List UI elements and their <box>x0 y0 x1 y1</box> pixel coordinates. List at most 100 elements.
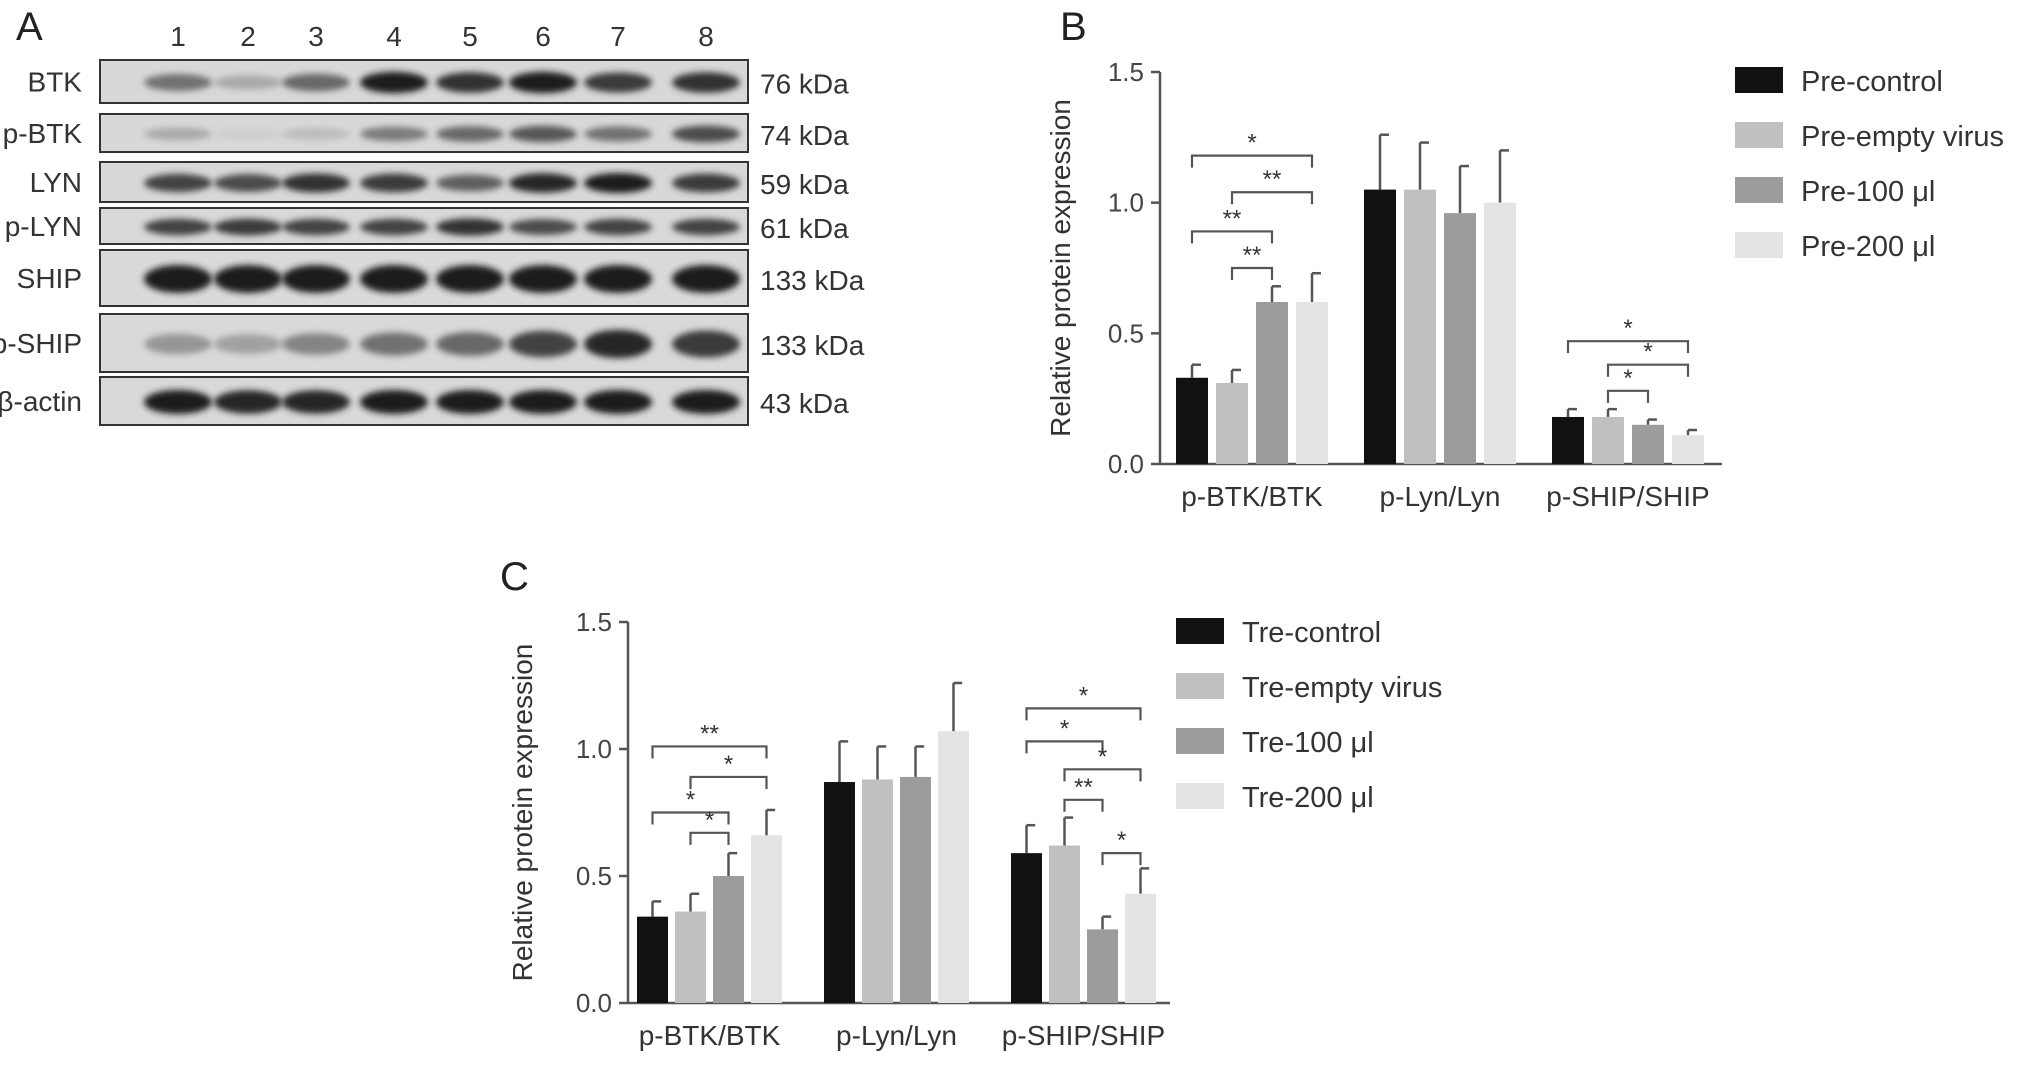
significance-bracket <box>651 811 730 825</box>
lane-number: 8 <box>698 21 714 52</box>
blot-band <box>214 128 282 140</box>
blot-band <box>436 72 504 93</box>
significance-bracket <box>689 775 768 789</box>
significance-label: * <box>1098 743 1107 770</box>
y-tick-label: 0.5 <box>1108 318 1144 348</box>
blot-band <box>584 126 652 142</box>
y-tick-label: 1.0 <box>576 734 612 764</box>
blot-band <box>672 125 740 143</box>
bar <box>1049 845 1080 1003</box>
legend-swatch <box>1735 122 1783 148</box>
blot-band <box>509 125 577 143</box>
significance-bracket <box>1230 191 1314 205</box>
blot-band <box>436 218 504 236</box>
legend-label: Tre-200 μl <box>1242 782 1374 814</box>
bar <box>675 911 706 1003</box>
legend-label: Tre-100 μl <box>1242 727 1374 759</box>
blot-protein-label: BTK <box>28 67 83 98</box>
bar <box>1011 853 1042 1003</box>
legend-swatch <box>1176 673 1224 699</box>
blot-band <box>214 265 282 293</box>
blot-kda-label: 59 kDa <box>760 169 849 200</box>
blot-band <box>282 265 350 293</box>
y-tick-label: 1.5 <box>1108 57 1144 87</box>
blot-band <box>584 390 652 414</box>
bar <box>1176 377 1208 464</box>
blot-row: p-BTK 74 kDa <box>3 113 849 153</box>
bar <box>1672 435 1704 464</box>
significance-bracket <box>689 831 730 845</box>
blot-band <box>282 390 350 414</box>
significance-label: * <box>686 787 695 814</box>
blot-band <box>360 71 428 94</box>
significance-label: * <box>705 807 714 834</box>
significance-bracket <box>1190 230 1274 244</box>
significance-bracket <box>1190 154 1314 168</box>
blot-band <box>672 173 740 193</box>
blot-band <box>584 329 652 359</box>
bar <box>1444 213 1476 464</box>
blot-band <box>360 173 428 193</box>
legend-swatch <box>1735 177 1783 203</box>
significance-bracket <box>1025 707 1142 721</box>
bar <box>1592 416 1624 464</box>
blot-band <box>282 218 350 236</box>
blot-band <box>584 173 652 193</box>
y-tick-label: 0.0 <box>576 988 612 1018</box>
significance-bracket <box>1063 768 1142 782</box>
legend-swatch <box>1176 783 1224 809</box>
blot-band <box>584 265 652 293</box>
blot-band <box>214 218 282 236</box>
legend-label: Pre-empty virus <box>1801 121 2004 153</box>
significance-label: * <box>1079 682 1088 709</box>
blot-band <box>672 390 740 414</box>
lane-number: 1 <box>170 21 186 52</box>
blot-band <box>436 174 504 192</box>
blot-row: SHIP 133 kDa <box>17 249 865 307</box>
bar <box>824 782 855 1003</box>
blot-band <box>509 265 577 293</box>
significance-bracket <box>1230 266 1274 280</box>
panel-letter-c: C <box>500 555 529 599</box>
lane-number: 4 <box>386 21 402 52</box>
bar <box>1125 893 1156 1003</box>
legend-label: Tre-control <box>1242 617 1381 649</box>
blot-row: p-SHIP 133 kDa <box>0 313 865 373</box>
bar <box>751 835 782 1003</box>
blot-band <box>282 128 350 140</box>
blot-kda-label: 61 kDa <box>760 213 849 244</box>
blot-kda-label: 133 kDa <box>760 330 865 361</box>
legend-label: Tre-empty virus <box>1242 672 1442 704</box>
legend-swatch <box>1735 67 1783 93</box>
bar <box>1552 416 1584 464</box>
bar <box>713 876 744 1003</box>
bar <box>1216 382 1248 464</box>
blot-band <box>509 330 577 358</box>
blot-row: LYN 59 kDa <box>30 161 849 203</box>
blot-band <box>509 390 577 414</box>
bar <box>900 776 931 1003</box>
western-blot-panel: 1 2 3 4 5 6 7 8 BTK 76 kDa p-BTK 74 kDa LYN 59 kDa p-L… <box>0 21 865 426</box>
blot-band <box>672 330 740 358</box>
blot-protein-label: SHIP <box>17 263 82 294</box>
blot-band <box>214 75 282 90</box>
significance-bracket <box>1025 740 1104 754</box>
bar <box>1404 189 1436 464</box>
blot-band <box>672 218 740 236</box>
blot-band <box>509 173 577 193</box>
legend-label: Pre-200 μl <box>1801 231 1935 263</box>
legend-label: Pre-control <box>1801 66 1943 98</box>
lane-number: 6 <box>535 21 551 52</box>
x-category-label: p-Lyn/Lyn <box>1380 481 1501 512</box>
y-tick-label: 1.0 <box>1108 188 1144 218</box>
blot-band <box>509 71 577 94</box>
blot-band <box>144 390 212 414</box>
significance-bracket <box>1606 363 1690 377</box>
significance-label: * <box>1623 365 1632 392</box>
panel-letter-a: A <box>16 5 43 49</box>
y-tick-label: 0.5 <box>576 861 612 891</box>
significance-label: ** <box>1243 242 1262 269</box>
blot-band <box>360 126 428 142</box>
significance-bracket <box>1101 852 1142 866</box>
